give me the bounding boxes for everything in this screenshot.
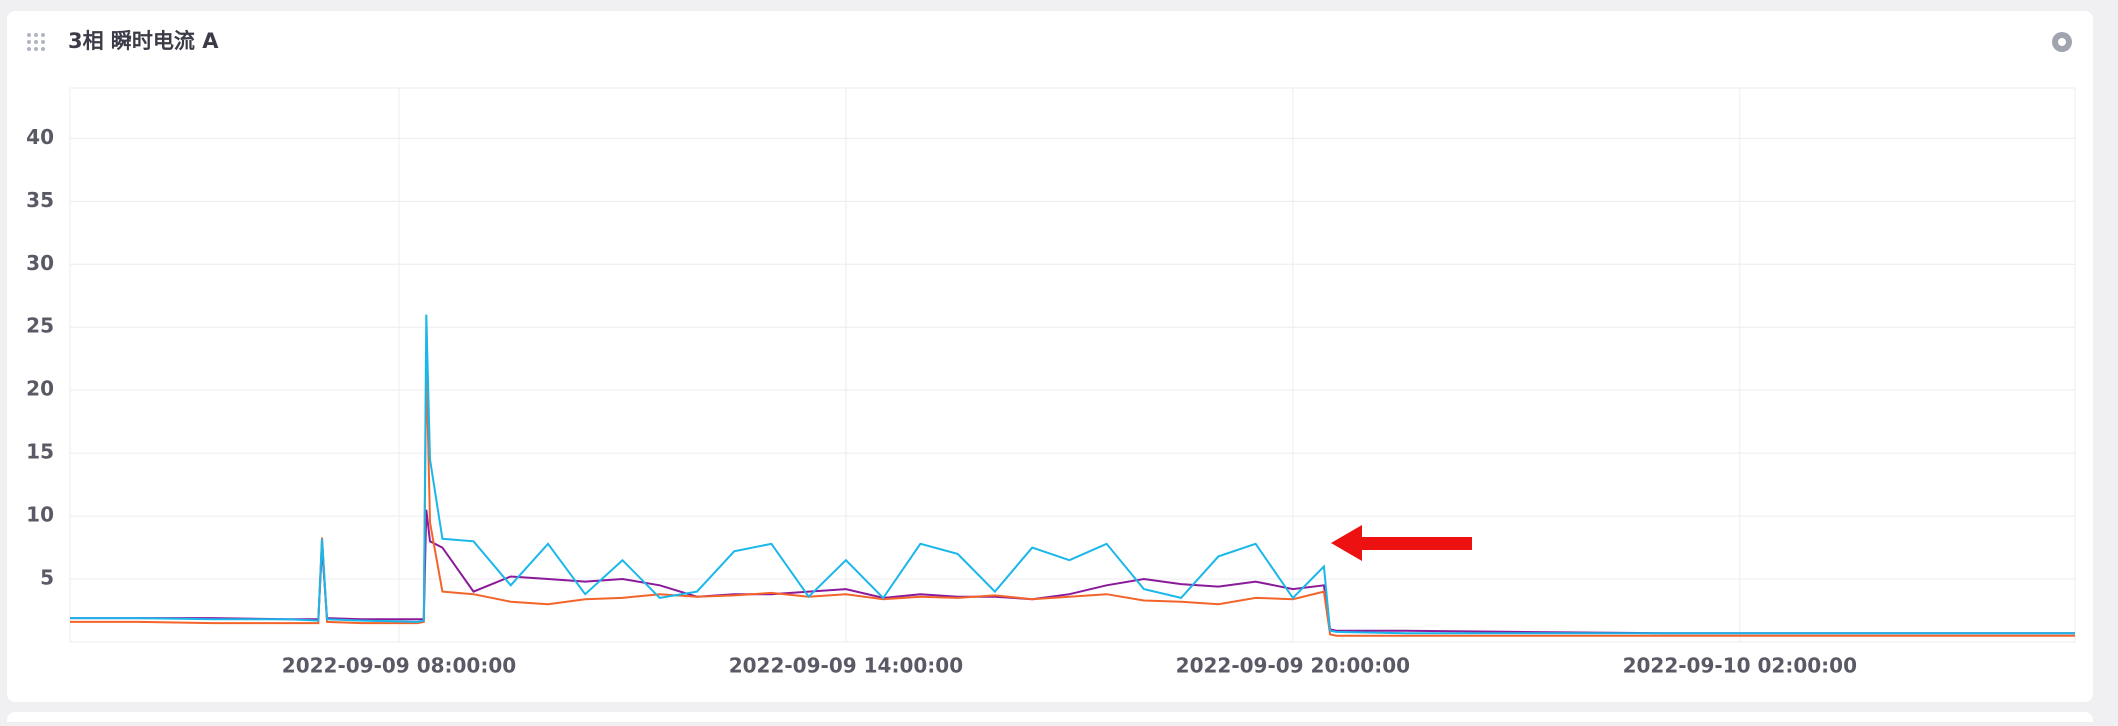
annotation-arrow (1331, 525, 1472, 561)
next-panel (7, 712, 2093, 726)
plot-frame (69, 87, 2076, 643)
chart-title: 3相 瞬时电流 A (68, 29, 219, 53)
y-tick-label: 35 (26, 188, 54, 212)
y-tick-label: 40 (26, 125, 54, 149)
y-tick-label: 30 (26, 251, 54, 275)
y-tick-label: 10 (26, 503, 54, 527)
settings-icon[interactable] (2052, 32, 2072, 52)
y-tick-label: 20 (26, 377, 54, 401)
x-tick-label: 2022-09-09 08:00:00 (282, 654, 516, 678)
y-tick-label: 25 (26, 314, 54, 338)
x-tick-label: 2022-09-09 14:00:00 (729, 654, 963, 678)
y-tick-label: 15 (26, 440, 54, 464)
y-tick-label: 5 (40, 566, 54, 590)
drag-handle[interactable] (27, 33, 45, 51)
series-line (70, 314, 2075, 635)
x-tick-label: 2022-09-09 20:00:00 (1176, 654, 1410, 678)
x-tick-label: 2022-09-10 02:00:00 (1623, 654, 1857, 678)
panel (7, 11, 2093, 702)
